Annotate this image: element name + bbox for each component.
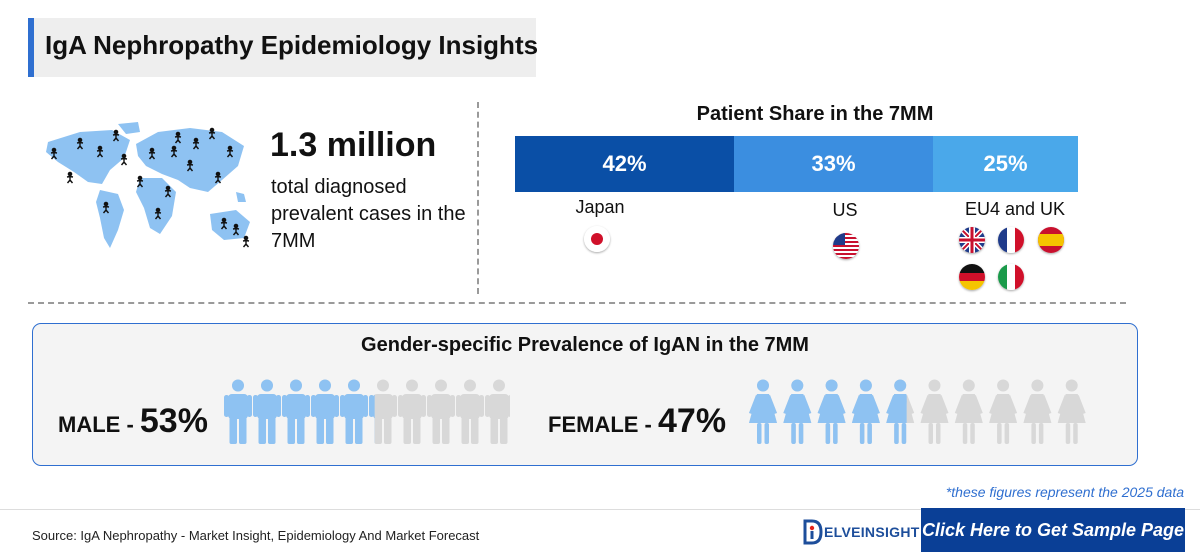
gender-prevalence-panel (32, 323, 1138, 466)
source-citation: Source: IgA Nephropathy - Market Insight… (32, 528, 480, 543)
female-icon (1023, 379, 1052, 444)
female-label-text: FEMALE - (548, 412, 658, 437)
patient-share-title: Patient Share in the 7MM (696, 103, 934, 125)
spain-flag-icon (1038, 227, 1064, 253)
share-bar-eu4-uk: 25% (933, 136, 1078, 192)
data-year-footnote: *these figures represent the 2025 data (945, 484, 1184, 500)
male-icon-filled (253, 379, 281, 444)
share-bar-japan: 42% (515, 136, 734, 192)
male-icon (485, 379, 510, 444)
female-label: FEMALE - 47% (548, 402, 726, 441)
female-icon-filled (783, 379, 812, 444)
female-icon (1057, 379, 1086, 444)
male-icon (369, 379, 397, 444)
world-map-illustration (46, 122, 250, 248)
male-icon (456, 379, 484, 444)
female-icon (954, 379, 983, 444)
male-label: MALE - 53% (58, 402, 208, 441)
male-icon-row (224, 379, 510, 444)
male-icon-filled (224, 379, 252, 444)
male-icon-filled (369, 394, 375, 443)
male-percentage: 53% (139, 402, 208, 440)
male-icon (427, 379, 455, 444)
region-label-eu4-uk: EU4 and UK (964, 199, 1066, 219)
female-icon-row (749, 379, 1086, 444)
male-icon-filled (282, 379, 310, 444)
page-title: IgA Nephropathy Epidemiology Insights (45, 30, 539, 60)
male-icon (398, 379, 426, 444)
female-icon-filled (749, 379, 777, 444)
prevalence-description: total diagnosed prevalent cases in the 7… (271, 176, 466, 252)
vertical-divider (477, 102, 479, 294)
delveinsight-logo[interactable]: ELVEINSIGHT (803, 519, 920, 545)
japan-flag-icon (584, 226, 610, 252)
female-icon (989, 379, 1018, 444)
gender-prevalence-title: Gender-specific Prevalence of IgAN in th… (361, 334, 809, 356)
region-label-us: US (832, 200, 858, 220)
region-label-japan: Japan (575, 197, 625, 217)
female-percentage: 47% (658, 402, 727, 440)
female-icon (920, 379, 949, 444)
footer-divider (0, 509, 1200, 510)
germany-flag-icon (959, 264, 985, 290)
france-flag-icon (998, 227, 1024, 253)
get-sample-page-button[interactable]: Click Here to Get Sample Page (921, 508, 1185, 552)
uk-flag-icon (959, 227, 985, 253)
title-banner (28, 18, 536, 77)
prevalence-value: 1.3 million (270, 126, 437, 164)
delveinsight-logo-text: ELVEINSIGHT (824, 524, 920, 540)
female-icon-filled (886, 379, 907, 444)
male-label-text: MALE - (58, 412, 140, 437)
horizontal-divider (28, 302, 1126, 304)
female-icon-filled (817, 379, 846, 444)
share-bar-us: 33% (734, 136, 933, 192)
delveinsight-logo-icon (803, 519, 823, 545)
male-icon-filled (311, 379, 339, 444)
female-icon-filled (851, 379, 880, 444)
male-icon-filled (340, 379, 368, 444)
italy-flag-icon (998, 264, 1024, 290)
us-flag-icon (833, 233, 859, 259)
